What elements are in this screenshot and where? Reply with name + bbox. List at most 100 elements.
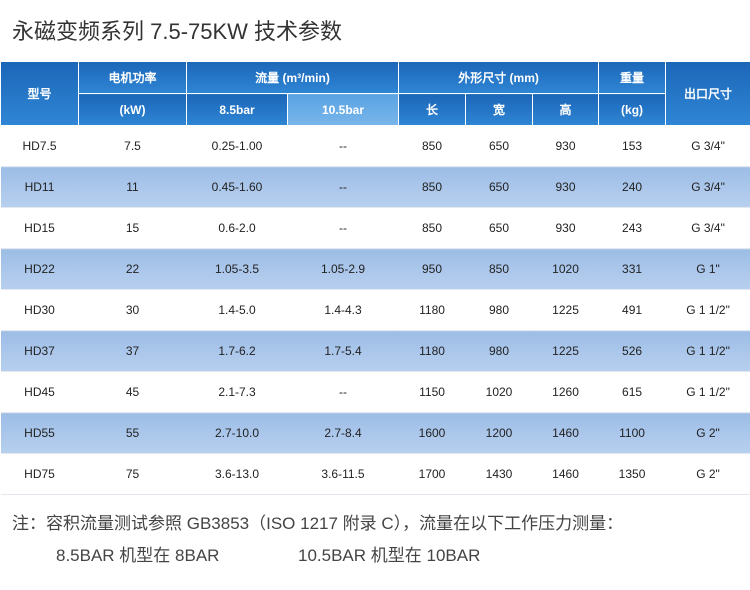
table-row: HD22 22 1.05-3.5 1.05-2.9 950 850 1020 331 G 1" [0,248,750,290]
table-cell: HD75 [0,453,79,495]
table-cell: 930 [532,207,599,249]
table-cell: 1.05-2.9 [287,248,399,290]
table-cell: 1.05-3.5 [186,248,288,290]
table-cell: HD7.5 [0,125,79,167]
table-cell: 1100 [598,412,666,454]
table-cell: 1700 [398,453,466,495]
table-cell: -- [287,166,399,208]
table-cell: 650 [465,125,533,167]
table-cell: 1180 [398,330,466,372]
table-cell: G 3/4" [665,166,750,208]
table-cell: 1225 [532,289,599,331]
table-cell: G 2" [665,453,750,495]
table-cell: G 3/4" [665,207,750,249]
note: 8.5BAR 机型在 8BAR [56,546,220,565]
table-cell: -- [287,207,399,249]
table-cell: 850 [398,125,466,167]
table-cell: 1200 [465,412,533,454]
table-cell: 1460 [532,453,599,495]
table-cell: 2.7-10.0 [186,412,288,454]
table-cell: 2.7-8.4 [287,412,399,454]
table-cell: 1430 [465,453,533,495]
page-title: 永磁变频系列 7.5-75KW 技术参数 [12,19,343,44]
table-cell: 1180 [398,289,466,331]
header-cell: 重量 [598,62,667,94]
table-cell: G 2" [665,412,750,454]
table-row: HD11 11 0.45-1.60 -- 850 650 930 240 G 3/4" [0,166,750,208]
table-cell: 240 [598,166,666,208]
table-row: HD7.5 7.5 0.25-1.00 -- 850 650 930 153 G 3/4" [0,125,750,167]
table-cell: 650 [465,166,533,208]
table-cell: 75 [78,453,187,495]
table-cell: 0.25-1.00 [186,125,288,167]
header-cell: 宽 [465,93,534,126]
header-cell: 流量 (m³/min) [185,62,400,94]
table-cell: 0.6-2.0 [186,207,288,249]
table-cell: 650 [465,207,533,249]
table-cell: 1600 [398,412,466,454]
header-cell: 10.5bar [286,93,400,126]
header-cell: 型号 [0,62,79,126]
header-cell: (kW) [78,93,187,126]
table-cell: -- [287,125,399,167]
table-cell: 2.1-7.3 [186,371,288,413]
table-cell: 243 [598,207,666,249]
note: 注：容积流量测试参照 GB3853（ISO 1217 附录 C），流量在以下工作… [12,514,624,533]
table-cell: 1.7-6.2 [186,330,288,372]
table-cell: 55 [78,412,187,454]
header-cell: 外形尺寸 (mm) [398,62,600,94]
table-cell: G 1 1/2" [665,289,750,331]
table-cell: 491 [598,289,666,331]
table-cell: 1260 [532,371,599,413]
table-cell: 1225 [532,330,599,372]
table-cell: 1.7-5.4 [287,330,399,372]
table-cell: 1.4-5.0 [186,289,288,331]
table-cell: HD45 [0,371,79,413]
table-cell: 37 [78,330,187,372]
table-cell: -- [287,371,399,413]
table-row: HD75 75 3.6-13.0 3.6-11.5 1700 1430 1460 1350 G … [0,453,750,495]
table-row: HD55 55 2.7-10.0 2.7-8.4 1600 1200 1460 1100 G 2… [0,412,750,454]
table-cell: 331 [598,248,666,290]
table-cell: G 3/4" [665,125,750,167]
header-cell: 出口尺寸 [665,62,750,126]
note: 10.5BAR 机型在 10BAR [298,546,481,565]
table-row: HD15 15 0.6-2.0 -- 850 650 930 243 G 3/4" [0,207,750,249]
table-cell: G 1 1/2" [665,371,750,413]
table-cell: 950 [398,248,466,290]
table-cell: 1150 [398,371,466,413]
spec-table: 型号 电机功率 流量 (m³/min) 外形尺寸 (mm) 重量 出口尺寸 (k… [0,62,750,495]
table-row: HD37 37 1.7-6.2 1.7-5.4 1180 980 1225 526 G 1 1/… [0,330,750,372]
table-cell: 850 [398,166,466,208]
table-cell: 930 [532,166,599,208]
table-cell: 3.6-13.0 [186,453,288,495]
table-cell: HD30 [0,289,79,331]
header-cell: (kg) [598,93,667,126]
table-cell: 3.6-11.5 [287,453,399,495]
table-cell: 850 [398,207,466,249]
table-cell: 850 [465,248,533,290]
table-cell: 0.45-1.60 [186,166,288,208]
table-cell: 153 [598,125,666,167]
table-cell: 45 [78,371,187,413]
table-cell: 15 [78,207,187,249]
table-cell: 1020 [532,248,599,290]
table-cell: 1.4-4.3 [287,289,399,331]
table-cell: 11 [78,166,187,208]
header-cell: 8.5bar [186,93,288,126]
table-cell: 30 [78,289,187,331]
table-cell: 1460 [532,412,599,454]
table-row: HD45 45 2.1-7.3 -- 1150 1020 1260 615 G 1 1/2" [0,371,750,413]
table-cell: HD15 [0,207,79,249]
table-cell: 22 [78,248,187,290]
table-row: HD30 30 1.4-5.0 1.4-4.3 1180 980 1225 491 G 1 1/… [0,289,750,331]
header-cell: 长 [398,93,467,126]
header-cell: 电机功率 [78,62,187,94]
table-cell: 1350 [598,453,666,495]
table-cell: 1020 [465,371,533,413]
table-cell: 930 [532,125,599,167]
table-body: HD7.5 7.5 0.25-1.00 -- 850 650 930 153 G 3/4" HD1… [0,125,750,495]
table-cell: 615 [598,371,666,413]
header-cell: 高 [532,93,600,126]
